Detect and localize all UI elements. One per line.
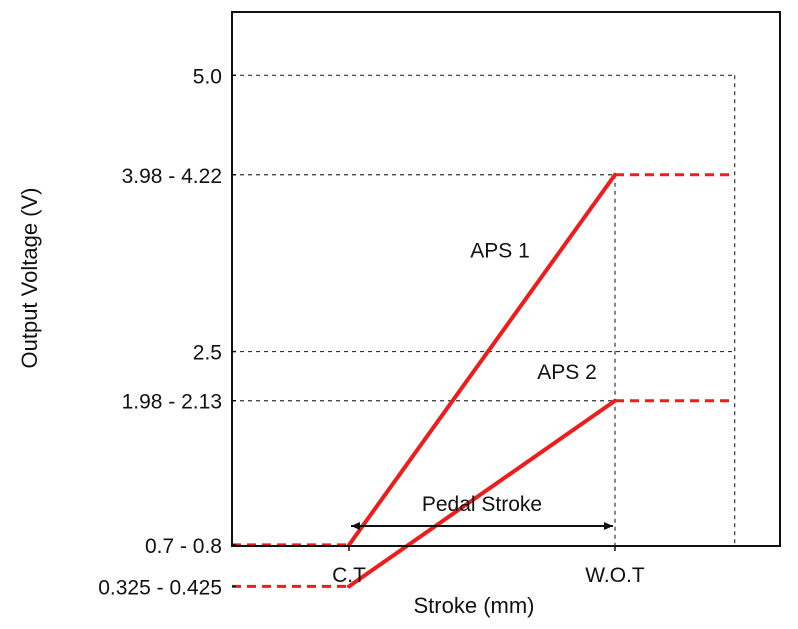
annotation-layer: Pedal Stroke	[351, 493, 613, 530]
y-tick-label-5-0: 5.0	[193, 65, 222, 88]
x-tick-label-c-t: C.T	[332, 564, 366, 587]
grid-layer	[232, 74, 736, 546]
y-tick-label-0-7-0-8: 0.7 - 0.8	[145, 535, 222, 558]
y-tick-label-0-325-0-425: 0.325 - 0.425	[98, 576, 222, 599]
series-layer: APS 1 APS 2	[232, 172, 735, 589]
y-tick-label-2-5: 2.5	[193, 342, 222, 365]
pedal-stroke-label: Pedal Stroke	[422, 493, 542, 516]
tick-layer: 5.0 3.98 - 4.22 2.5 1.98 - 2.13 0.7 - 0.8 0.3…	[98, 65, 645, 599]
y-tick-label-3-98-4-22: 3.98 - 4.22	[122, 165, 222, 188]
x-tick-label-w-o-t: W.O.T	[585, 564, 645, 587]
aps-1-line	[347, 172, 617, 547]
plot-frame	[231, 11, 781, 547]
aps-1-label: APS 1	[470, 240, 530, 263]
y-axis-label: Output Voltage (V)	[17, 188, 42, 369]
aps-2-line	[347, 398, 617, 589]
y-tick-label-1-98-2-13: 1.98 - 2.13	[122, 391, 222, 414]
aps-2-label: APS 2	[537, 361, 597, 384]
x-axis-label: Stroke (mm)	[414, 593, 535, 618]
